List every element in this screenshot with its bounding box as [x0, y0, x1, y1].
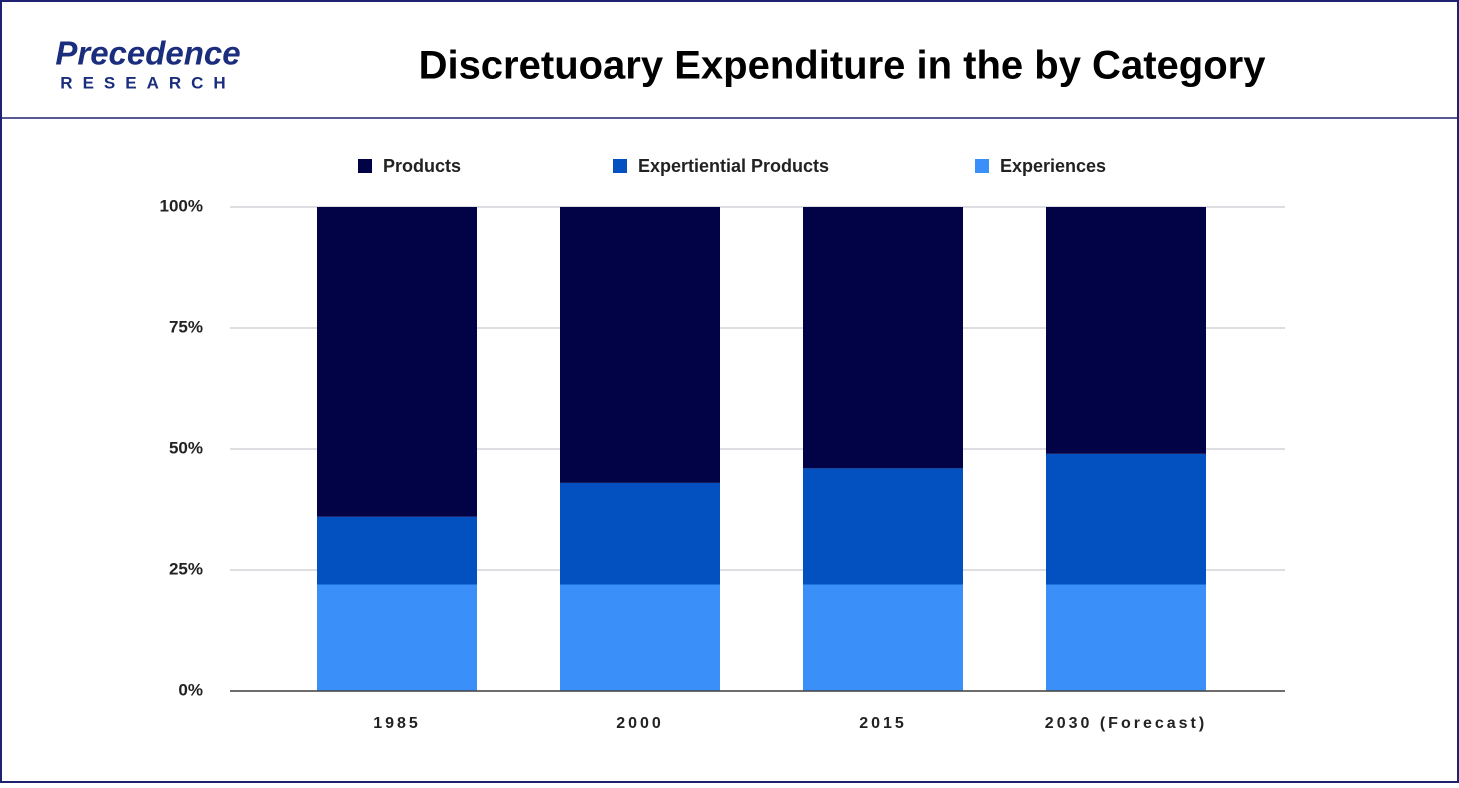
bar-segment — [803, 207, 963, 469]
bar-segment — [560, 207, 720, 483]
bar-segment — [803, 584, 963, 691]
legend-label: Expertiential Products — [638, 156, 829, 176]
y-tick-label: 100% — [160, 196, 203, 215]
y-tick-label: 0% — [178, 680, 203, 699]
bar-segment — [560, 584, 720, 691]
legend-label: Experiences — [1000, 156, 1106, 176]
logo-name: Precedence — [55, 35, 240, 72]
x-tick-label: 2030 (Forecast) — [1045, 715, 1207, 732]
y-tick-label: 50% — [169, 438, 203, 457]
legend-swatch — [613, 159, 627, 173]
bar-segment — [1046, 453, 1206, 585]
bar-segment — [317, 207, 477, 517]
x-tick-label: 2000 — [616, 715, 664, 732]
bar-segment — [803, 468, 963, 585]
bar-segment — [560, 482, 720, 585]
chart-title: Discretuoary Expenditure in the by Categ… — [419, 44, 1267, 88]
y-tick-label: 25% — [169, 559, 203, 578]
bar-segment — [317, 516, 477, 585]
legend-label: Products — [383, 156, 461, 176]
bar-segment — [317, 584, 477, 691]
x-tick-label: 1985 — [373, 715, 421, 732]
bar-segment — [1046, 207, 1206, 454]
legend-swatch — [358, 159, 372, 173]
bar-segment — [1046, 584, 1206, 691]
logo-sub: RESEARCH — [60, 73, 235, 92]
y-tick-label: 75% — [169, 317, 203, 336]
legend-swatch — [975, 159, 989, 173]
x-tick-label: 2015 — [859, 715, 907, 732]
